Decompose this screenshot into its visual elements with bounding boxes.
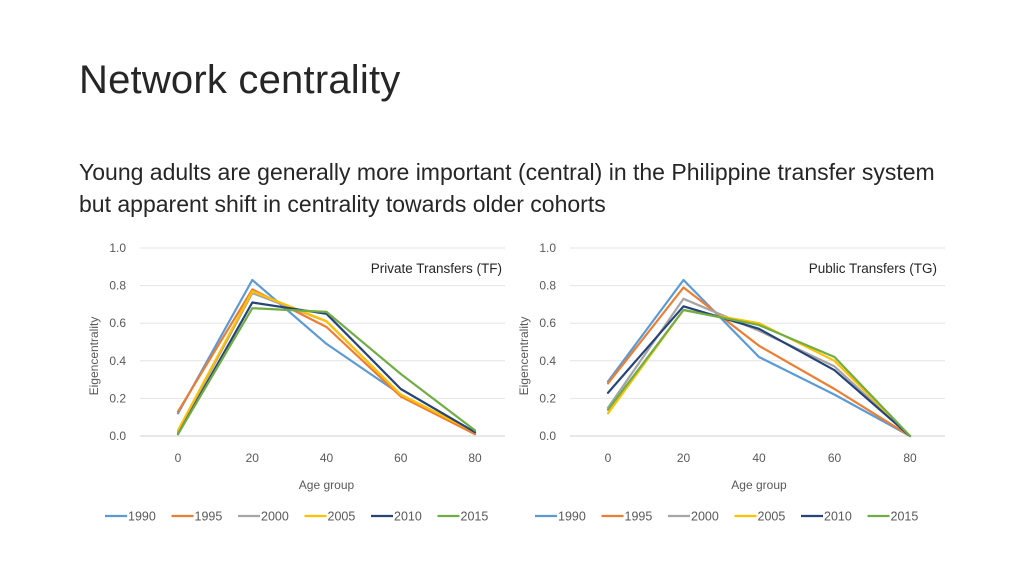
legend-label-1995: 1995 xyxy=(195,510,223,524)
series-line-2015 xyxy=(606,308,912,438)
y-tick-label: 0.8 xyxy=(539,279,556,293)
y-tick-label: 0.2 xyxy=(109,391,126,405)
legend-label-2000: 2000 xyxy=(691,510,719,524)
y-axis-label: Eigencentrality xyxy=(87,317,101,396)
legend-label-1990: 1990 xyxy=(128,510,156,524)
series-line-2005 xyxy=(176,290,477,434)
x-axis-label: Age group xyxy=(299,478,355,492)
chart-title: Private Transfers (TF) xyxy=(371,261,502,276)
series-line-2015 xyxy=(176,307,477,436)
x-axis-label: Age group xyxy=(731,478,787,492)
legend-label-2005: 2005 xyxy=(328,510,356,524)
x-tick-label: 60 xyxy=(394,451,408,465)
legend-label-1990: 1990 xyxy=(558,510,586,524)
x-tick-label: 40 xyxy=(320,451,334,465)
y-tick-label: 0.2 xyxy=(539,391,556,405)
legend-label-2000: 2000 xyxy=(261,510,289,524)
series-line-1995 xyxy=(176,288,477,436)
series-line-2010 xyxy=(606,305,912,438)
legend-label-2010: 2010 xyxy=(824,510,852,524)
series-line-1995 xyxy=(606,286,912,438)
x-tick-label: 0 xyxy=(175,451,182,465)
x-tick-label: 60 xyxy=(828,451,842,465)
y-tick-label: 0.0 xyxy=(539,429,556,443)
y-tick-label: 0.4 xyxy=(539,354,556,368)
series-line-2010 xyxy=(176,301,477,436)
slide-title: Network centrality xyxy=(79,58,401,102)
chart-title: Public Transfers (TG) xyxy=(809,261,937,276)
legend-label-2015: 2015 xyxy=(891,510,919,524)
legend-label-2010: 2010 xyxy=(394,510,422,524)
legend-label-1995: 1995 xyxy=(625,510,653,524)
y-tick-label: 0.6 xyxy=(539,316,556,330)
x-tick-label: 20 xyxy=(246,451,260,465)
series-line-1990 xyxy=(606,278,912,438)
y-tick-label: 1.0 xyxy=(109,241,126,255)
y-tick-label: 0.8 xyxy=(109,279,126,293)
x-tick-label: 80 xyxy=(468,451,482,465)
x-tick-label: 80 xyxy=(903,451,917,465)
x-tick-label: 20 xyxy=(677,451,691,465)
private-transfers-chart: 0.0 0.2 0.4 0.6 0.8 1.0 0 20 40 60 80 Age group Eige… xyxy=(87,241,505,524)
legend-label-2005: 2005 xyxy=(758,510,786,524)
y-tick-label: 1.0 xyxy=(539,241,556,255)
y-axis-label: Eigencentrality xyxy=(517,317,531,396)
legend-label-2015: 2015 xyxy=(461,510,489,524)
y-tick-label: 0.0 xyxy=(109,429,126,443)
y-tick-label: 0.6 xyxy=(109,316,126,330)
public-transfers-chart: 0.0 0.2 0.4 0.6 0.8 1.0 0 20 40 60 80 Age group Eige… xyxy=(517,241,945,524)
x-tick-label: 0 xyxy=(605,451,612,465)
slide-subtitle: Young adults are generally more importan… xyxy=(79,159,935,217)
y-tick-label: 0.4 xyxy=(109,354,126,368)
x-tick-label: 40 xyxy=(752,451,766,465)
